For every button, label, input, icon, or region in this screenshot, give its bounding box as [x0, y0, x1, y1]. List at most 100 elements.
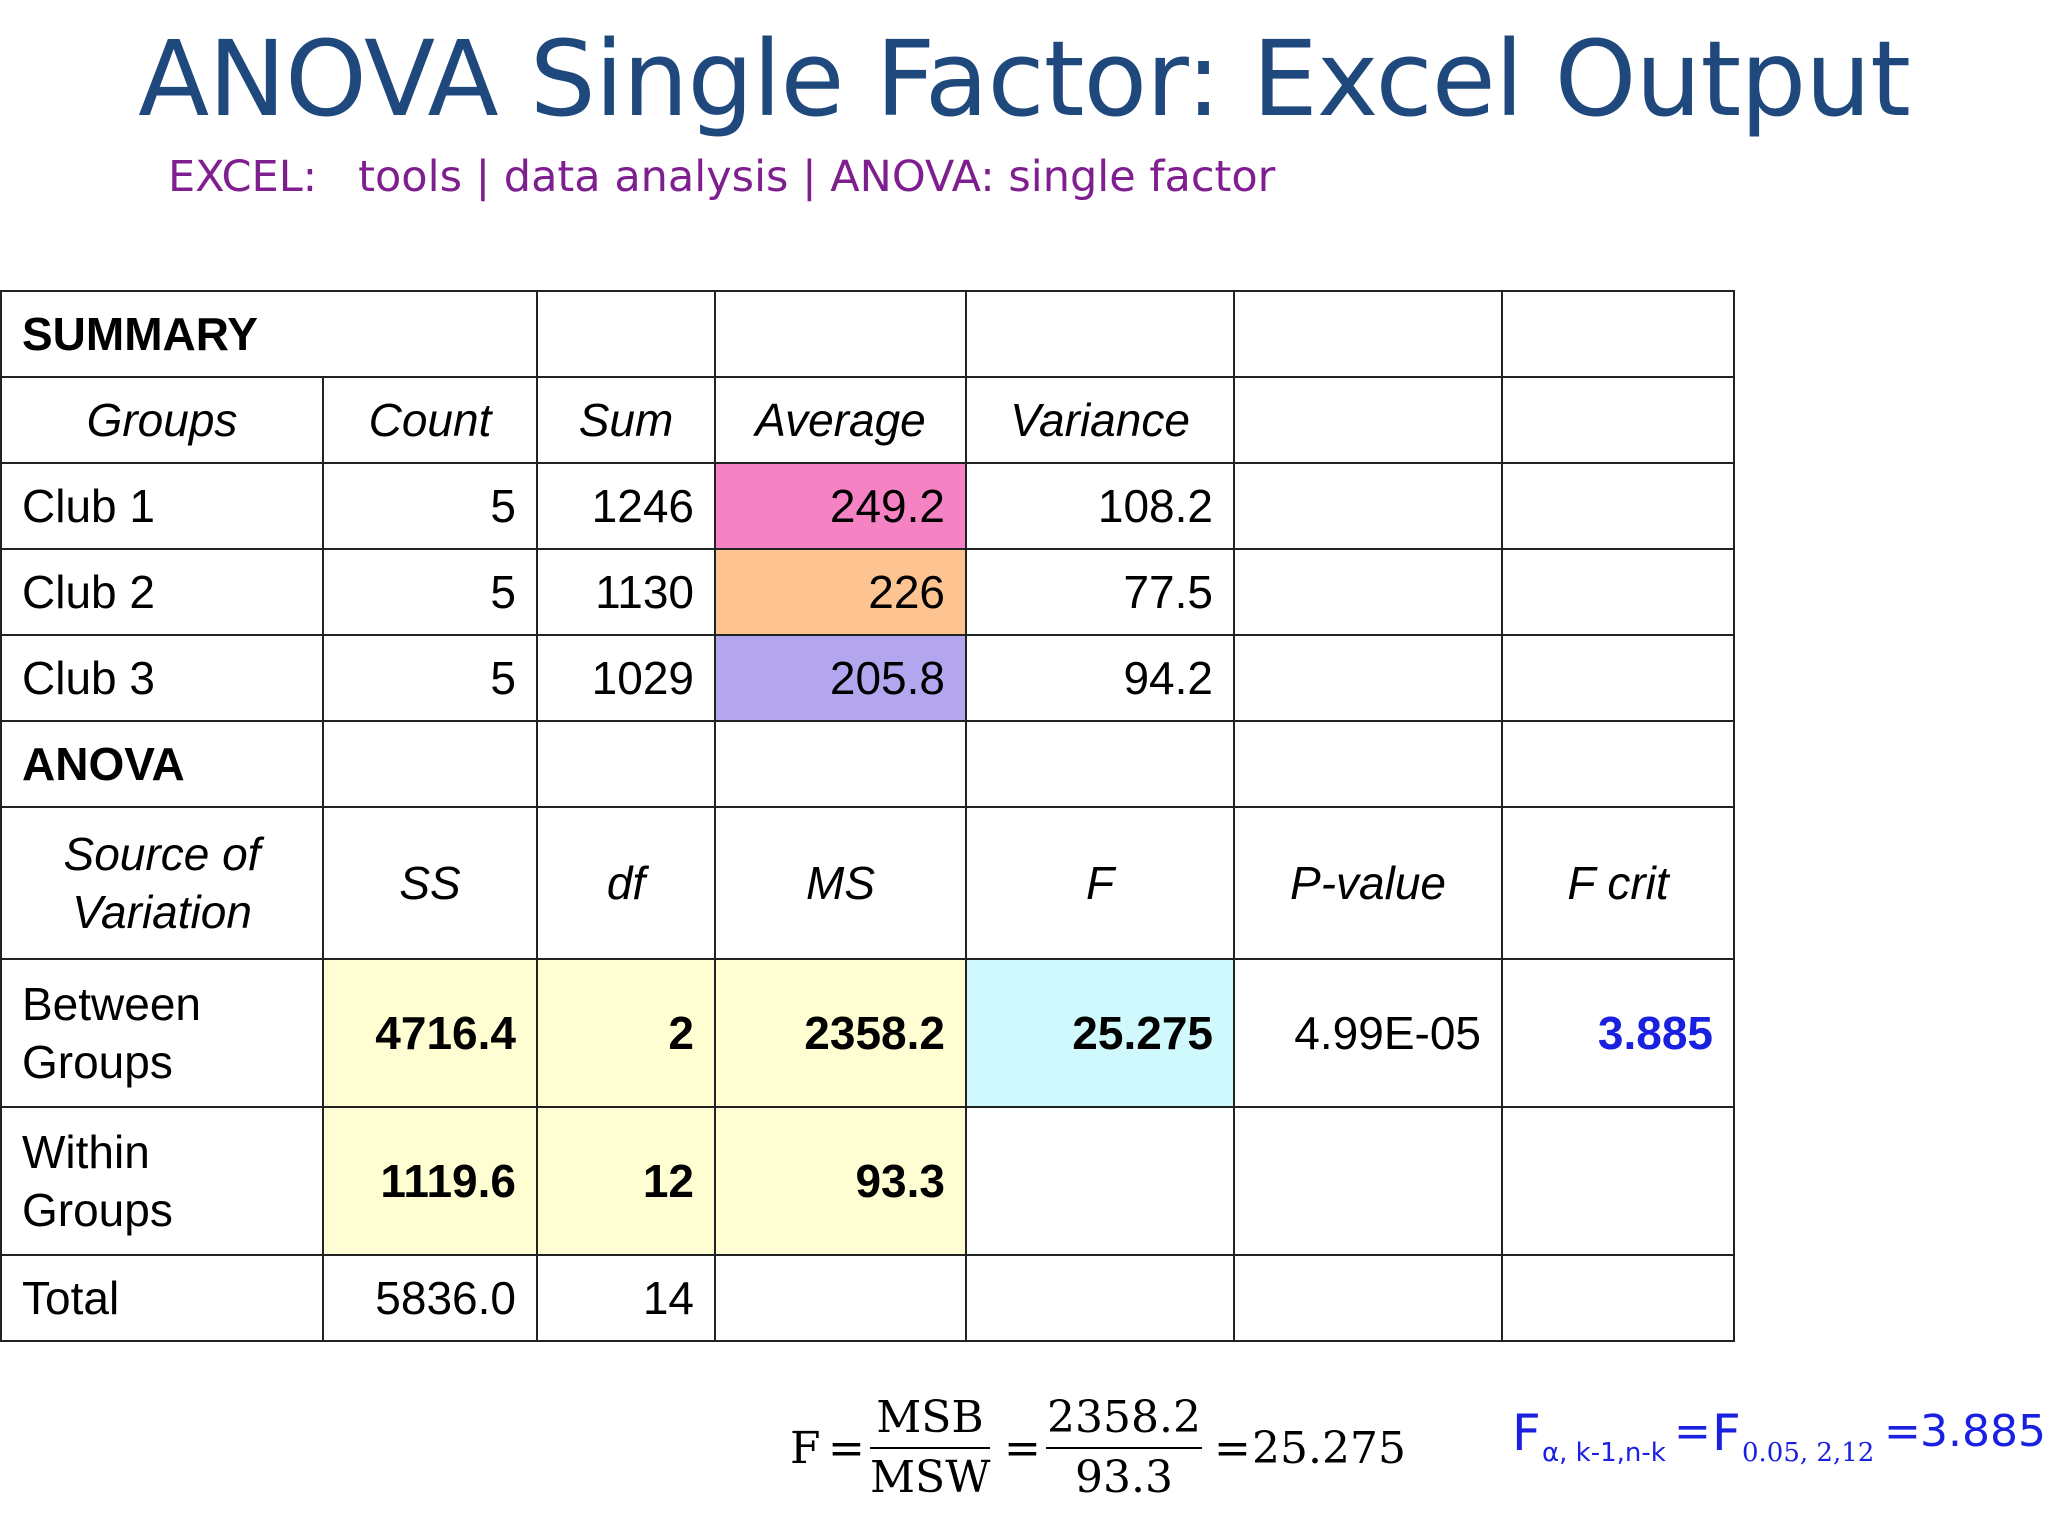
crit-subscript-values: 0.05, 2,12: [1742, 1438, 1875, 1468]
source-cell: Between Groups: [0, 958, 324, 1108]
fraction-numerator: MSB: [876, 1392, 984, 1443]
column-header-f: F: [965, 806, 1235, 960]
empty-cell: [536, 290, 716, 378]
sum-cell: 1246: [536, 462, 716, 550]
fraction-values: 2358.2 93.3: [1046, 1393, 1202, 1503]
anova-excel-table: SUMMARY Groups Count Sum Average Varianc…: [0, 290, 1735, 1342]
empty-cell: [714, 720, 967, 808]
sum-cell: 1029: [536, 634, 716, 722]
crit-equals: =: [1674, 1406, 1711, 1457]
summary-heading: SUMMARY: [0, 290, 538, 378]
column-header-ss: SS: [322, 806, 538, 960]
summary-row: Club 2 5 1130 226 77.5: [0, 548, 1735, 636]
empty-cell: [1233, 1106, 1503, 1256]
column-header-df: df: [536, 806, 716, 960]
summary-header-row: Groups Count Sum Average Variance: [0, 376, 1735, 464]
anova-header-row: Source of Variation SS df MS F P-value F…: [0, 806, 1735, 960]
anova-heading-row: ANOVA: [0, 720, 1735, 808]
empty-cell: [536, 720, 716, 808]
column-header-ms: MS: [714, 806, 967, 960]
df-cell: 2: [536, 958, 716, 1108]
variance-cell: 108.2: [965, 462, 1235, 550]
empty-cell: [1501, 376, 1735, 464]
empty-cell: [1233, 462, 1503, 550]
fraction-denominator: 93.3: [1075, 1452, 1173, 1503]
average-cell: 226: [714, 548, 967, 636]
empty-cell: [1233, 290, 1503, 378]
source-cell: Within Groups: [0, 1106, 324, 1256]
empty-cell: [1233, 1254, 1503, 1342]
crit-equals: =: [1884, 1406, 1921, 1457]
ss-cell: 5836.0: [322, 1254, 538, 1342]
ss-cell: 1119.6: [322, 1106, 538, 1256]
empty-cell: [1233, 548, 1503, 636]
anova-row: Within Groups 1119.6 12 93.3: [0, 1106, 1735, 1256]
ms-cell: 2358.2: [714, 958, 967, 1108]
formula-equals: =: [1004, 1423, 1041, 1474]
empty-cell: [1501, 462, 1735, 550]
variance-cell: 94.2: [965, 634, 1235, 722]
column-header-variance: Variance: [965, 376, 1235, 464]
count-cell: 5: [322, 548, 538, 636]
source-cell: Total: [0, 1254, 324, 1342]
anova-row: Between Groups 4716.4 2 2358.2 25.275 4.…: [0, 958, 1735, 1108]
empty-cell: [1233, 376, 1503, 464]
empty-cell: [965, 290, 1235, 378]
column-header-groups: Groups: [0, 376, 324, 464]
crit-value: 3.885: [1920, 1406, 2046, 1457]
average-cell: 249.2: [714, 462, 967, 550]
crit-f-symbol: F: [1712, 1404, 1741, 1462]
page-title: ANOVA Single Factor: Excel Output: [138, 18, 1911, 140]
empty-cell: [1501, 290, 1735, 378]
df-cell: 14: [536, 1254, 716, 1342]
empty-cell: [1501, 634, 1735, 722]
fraction-bar: [1046, 1447, 1202, 1449]
empty-cell: [1501, 1254, 1735, 1342]
crit-subscript-general: α, k-1,n-k: [1542, 1438, 1666, 1468]
fraction-msb-msw: MSB MSW: [870, 1393, 990, 1503]
formula-equals: =: [1214, 1423, 1251, 1474]
ms-cell: 93.3: [714, 1106, 967, 1256]
fraction-denominator: MSW: [870, 1452, 991, 1503]
column-header-f-crit: F crit: [1501, 806, 1735, 960]
average-cell: 205.8: [714, 634, 967, 722]
column-header-average: Average: [714, 376, 967, 464]
empty-cell: [1501, 548, 1735, 636]
empty-cell: [965, 720, 1235, 808]
fraction-numerator: 2358.2: [1047, 1392, 1201, 1443]
empty-cell: [714, 1254, 967, 1342]
menu-path-subtitle: EXCEL: tools | data analysis | ANOVA: si…: [168, 152, 1276, 202]
summary-row: Club 3 5 1029 205.8 94.2: [0, 634, 1735, 722]
empty-cell: [965, 1254, 1235, 1342]
anova-row: Total 5836.0 14: [0, 1254, 1735, 1342]
sum-cell: 1130: [536, 548, 716, 636]
formula-equals: =: [828, 1423, 865, 1474]
count-cell: 5: [322, 462, 538, 550]
f-cell: 25.275: [965, 958, 1235, 1108]
p-value-cell: 4.99E-05: [1233, 958, 1503, 1108]
summary-row: Club 1 5 1246 249.2 108.2: [0, 462, 1735, 550]
column-header-p-value: P-value: [1233, 806, 1503, 960]
ss-cell: 4716.4: [322, 958, 538, 1108]
group-cell: Club 3: [0, 634, 324, 722]
formula-f-symbol: F: [790, 1423, 821, 1474]
crit-f-symbol: F: [1512, 1404, 1541, 1462]
empty-cell: [965, 1106, 1235, 1256]
group-cell: Club 1: [0, 462, 324, 550]
f-crit-cell: 3.885: [1501, 958, 1735, 1108]
empty-cell: [322, 720, 538, 808]
empty-cell: [1233, 634, 1503, 722]
empty-cell: [1501, 720, 1735, 808]
empty-cell: [714, 290, 967, 378]
fraction-bar: [870, 1447, 990, 1449]
column-header-source: Source of Variation: [0, 806, 324, 960]
summary-heading-row: SUMMARY: [0, 290, 1735, 378]
column-header-count: Count: [322, 376, 538, 464]
formula-result: 25.275: [1252, 1423, 1406, 1474]
variance-cell: 77.5: [965, 548, 1235, 636]
anova-heading: ANOVA: [0, 720, 324, 808]
empty-cell: [1501, 1106, 1735, 1256]
group-cell: Club 2: [0, 548, 324, 636]
df-cell: 12: [536, 1106, 716, 1256]
